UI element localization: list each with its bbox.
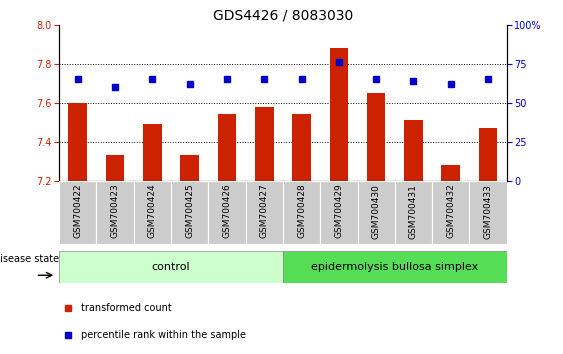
Bar — [432, 181, 470, 244]
Text: GSM700426: GSM700426 — [222, 184, 231, 239]
Bar — [367, 93, 386, 181]
Bar — [69, 103, 87, 181]
Bar — [255, 107, 274, 181]
Bar — [171, 181, 208, 244]
Text: GSM700433: GSM700433 — [484, 184, 493, 239]
Text: transformed count: transformed count — [82, 303, 172, 313]
Bar — [59, 251, 283, 283]
Text: percentile rank within the sample: percentile rank within the sample — [82, 330, 247, 341]
Text: GSM700423: GSM700423 — [110, 184, 119, 239]
Bar — [283, 251, 507, 283]
Bar — [208, 181, 245, 244]
Bar — [106, 155, 124, 181]
Bar — [59, 181, 96, 244]
Title: GDS4426 / 8083030: GDS4426 / 8083030 — [213, 8, 353, 22]
Bar — [134, 181, 171, 244]
Bar — [283, 181, 320, 244]
Text: GSM700422: GSM700422 — [73, 184, 82, 238]
Bar — [404, 120, 423, 181]
Bar — [479, 128, 497, 181]
Bar — [358, 181, 395, 244]
Text: GSM700430: GSM700430 — [372, 184, 381, 239]
Text: GSM700432: GSM700432 — [446, 184, 455, 239]
Text: GSM700428: GSM700428 — [297, 184, 306, 239]
Bar — [180, 155, 199, 181]
Bar — [96, 181, 133, 244]
Bar — [292, 114, 311, 181]
Bar — [320, 181, 358, 244]
Bar — [470, 181, 507, 244]
Text: control: control — [151, 262, 190, 272]
Text: GSM700427: GSM700427 — [260, 184, 269, 239]
Bar — [395, 181, 432, 244]
Text: GSM700431: GSM700431 — [409, 184, 418, 239]
Bar — [441, 165, 460, 181]
Text: GSM700429: GSM700429 — [334, 184, 343, 239]
Text: disease state: disease state — [0, 254, 59, 264]
Text: GSM700425: GSM700425 — [185, 184, 194, 239]
Bar — [218, 114, 236, 181]
Bar — [329, 48, 348, 181]
Text: epidermolysis bullosa simplex: epidermolysis bullosa simplex — [311, 262, 479, 272]
Bar — [143, 124, 162, 181]
Bar — [245, 181, 283, 244]
Text: GSM700424: GSM700424 — [148, 184, 157, 238]
